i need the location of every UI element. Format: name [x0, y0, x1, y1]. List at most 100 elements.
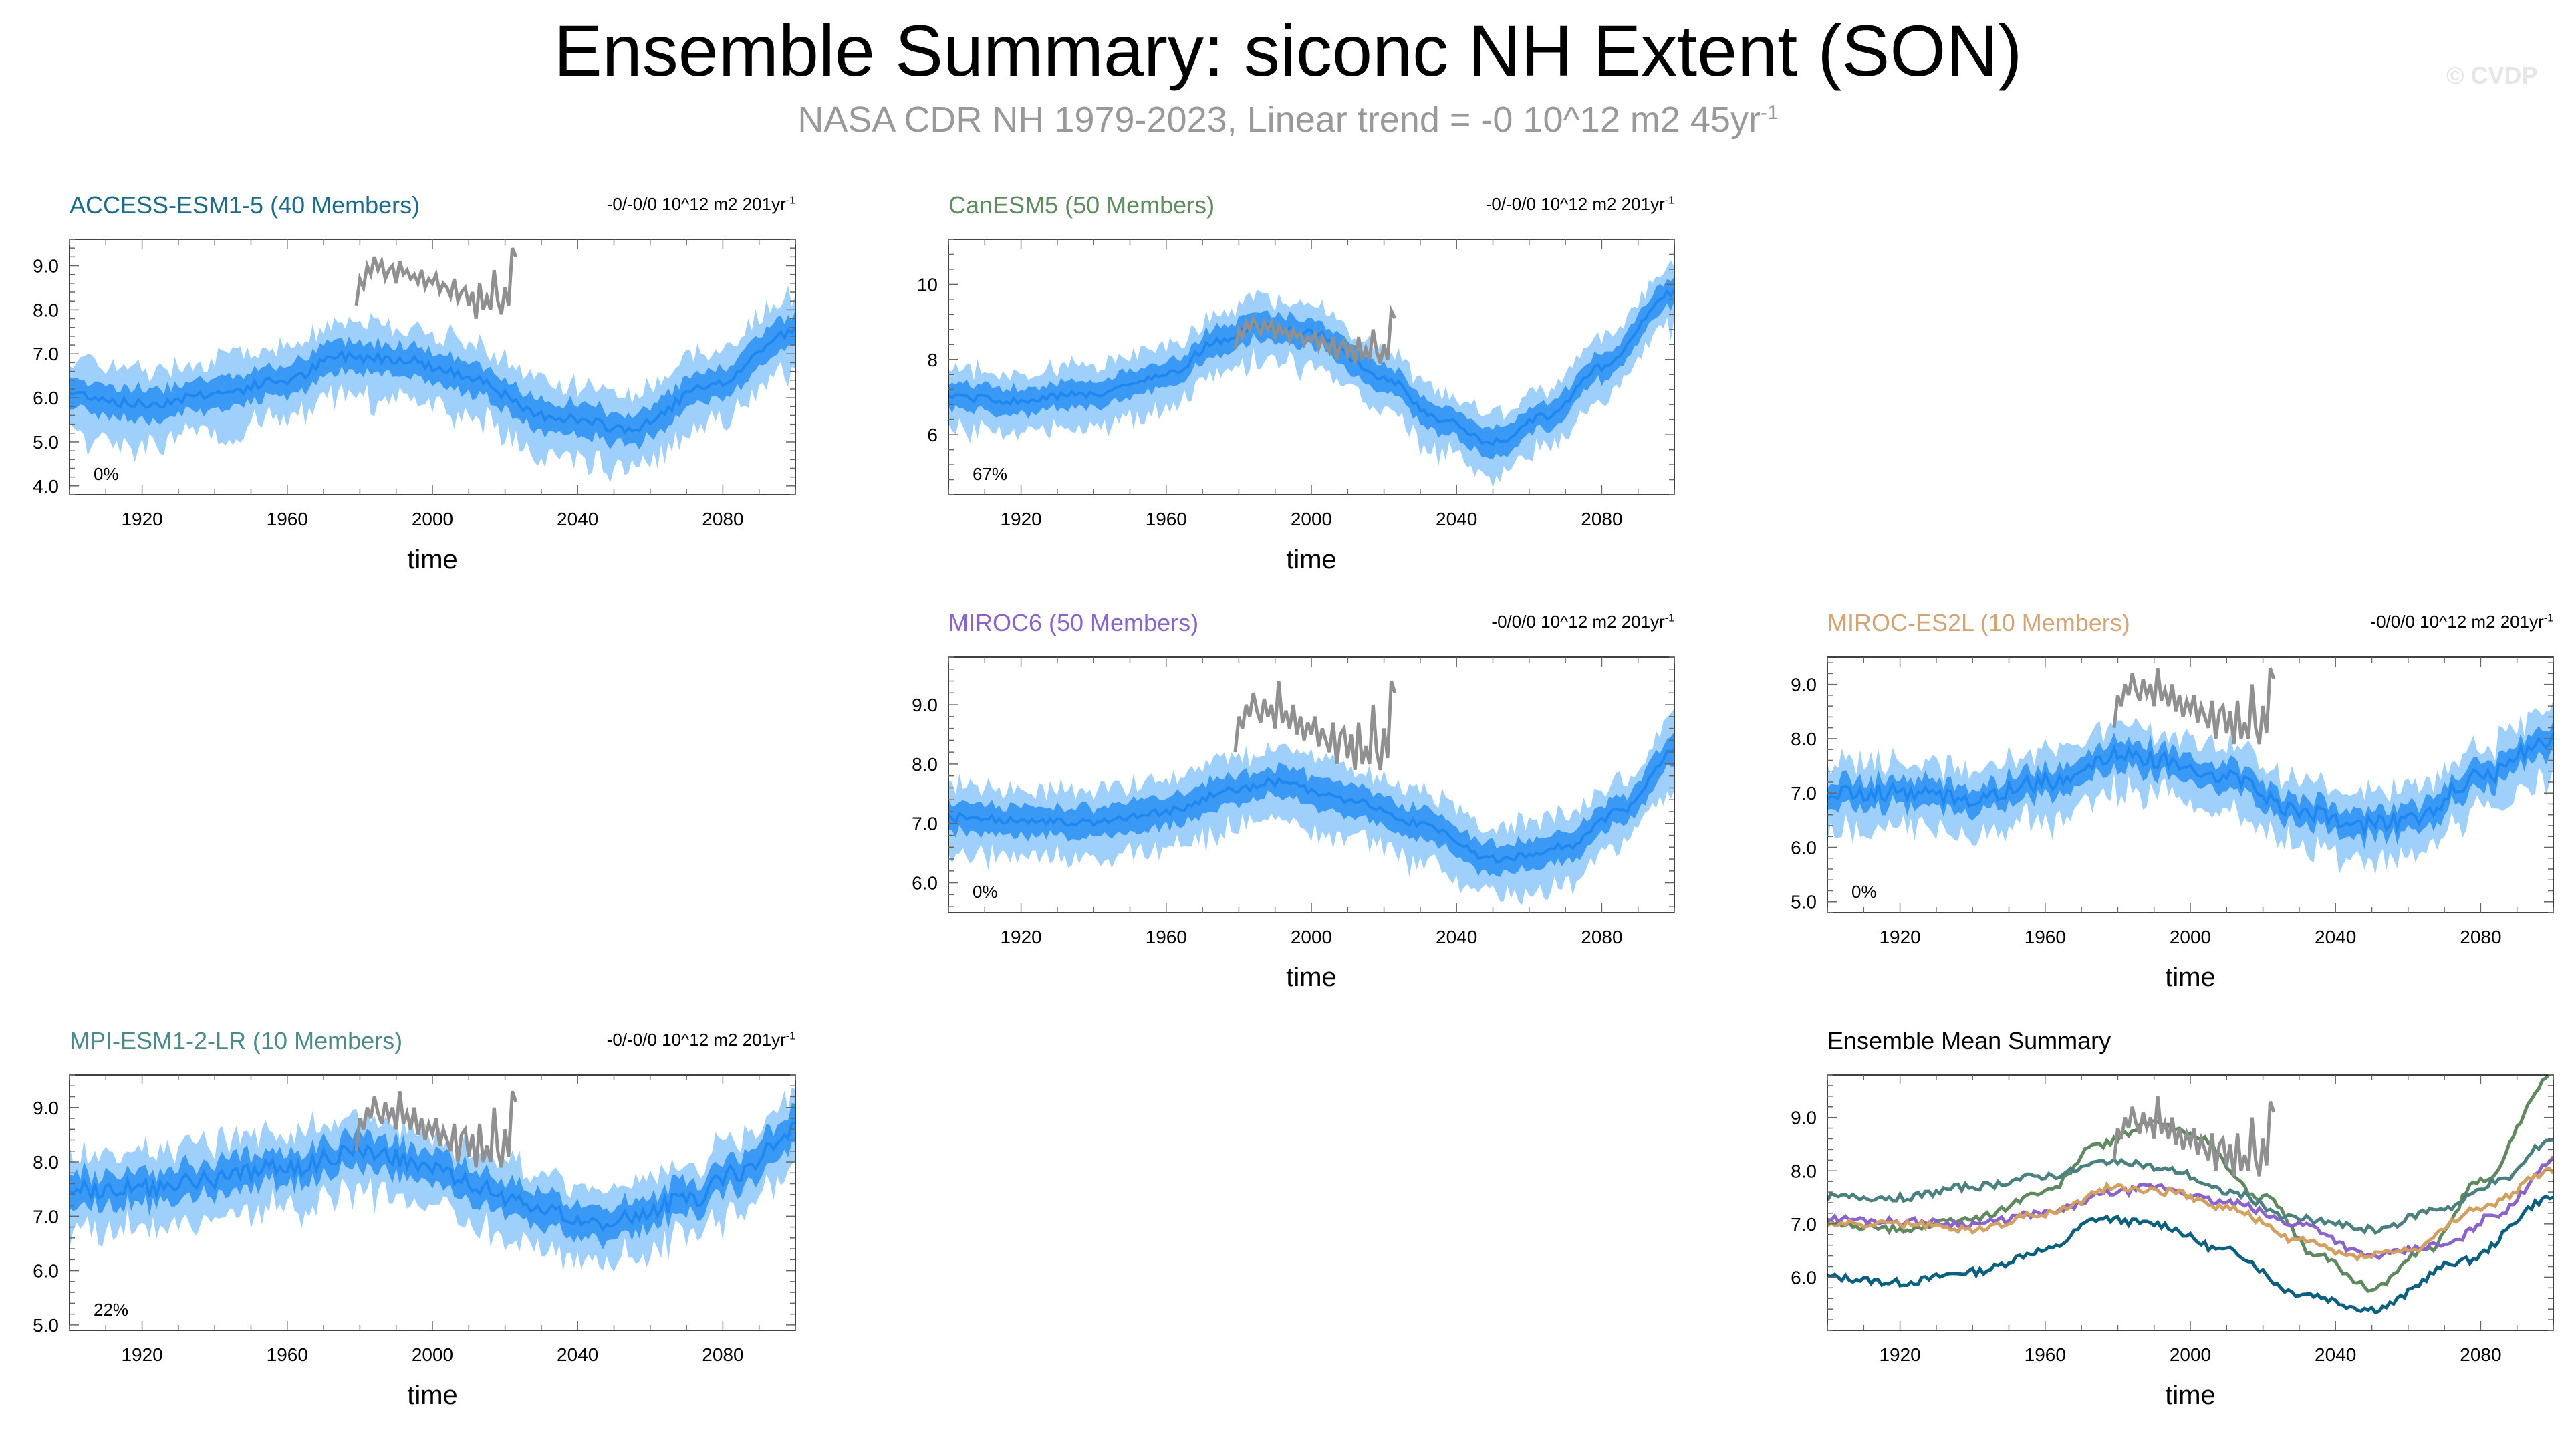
trend-label-text: -0/-0/0 10^12 m2 201yr [606, 1030, 786, 1050]
x-axis-label: time [1286, 545, 1337, 574]
ensemble-interquartile-band [70, 1102, 795, 1250]
trend-label-superscript: -1 [785, 1030, 795, 1042]
x-axis-label: time [2165, 1380, 2216, 1410]
panel-miroc-es2l: MIROC-ES2L (10 Members) -0/0/0 10^12 m2 2… [1758, 598, 2573, 1026]
series-line-mpi-esm1-2-lr [1827, 1138, 2553, 1235]
ensemble-interquartile-band [948, 731, 1674, 877]
x-tick-label: 2080 [702, 1344, 743, 1365]
y-tick-label: 8.0 [33, 299, 59, 320]
panel-miroc6: MIROC6 (50 Members) -0/0/0 10^12 m2 201yr… [879, 598, 1694, 1026]
y-tick-label: 4.0 [33, 476, 59, 497]
x-tick-label: 2040 [557, 509, 598, 529]
chart-svg: 1920 1960 2000 2040 2080 time 5.0 6.0 7.0 8.0 9.0 0… [1791, 656, 2554, 992]
x-axis-label: time [1286, 963, 1337, 992]
y-tick-label: 7.0 [1791, 783, 1817, 804]
x-tick-label: 2000 [412, 1344, 453, 1365]
y-tick-label: 8.0 [912, 754, 938, 775]
page-title: Ensemble Summary: siconc NH Extent (SON) [553, 10, 2023, 91]
y-tick-label: 8.0 [1791, 1161, 1817, 1181]
percent-label: 0% [973, 882, 998, 902]
y-tick-label: 6.0 [1791, 1267, 1817, 1288]
x-tick-label: 1920 [121, 1344, 162, 1365]
y-tick-label: 7.0 [1791, 1214, 1817, 1235]
plot-area [70, 247, 795, 483]
x-tick-label: 2000 [2170, 1344, 2211, 1365]
x-tick-label: 2000 [1291, 927, 1332, 947]
y-tick-label: 7.0 [33, 1206, 59, 1227]
y-tick-label: 6.0 [33, 1261, 59, 1282]
x-tick-label: 1960 [267, 1344, 308, 1365]
y-tick-label: 6 [927, 425, 938, 445]
trend-label: -0/-0/0 10^12 m2 201yr-1 [607, 194, 795, 215]
trend-label-text: -0/0/0 10^12 m2 201yr [2370, 612, 2544, 632]
chart-svg: 1920 1960 2000 2040 2080 time 6 8 10 67% [917, 239, 1675, 574]
panel-title: ACCESS-ESM1-5 (40 Members) [70, 191, 420, 219]
subtitle-superscript: -1 [1760, 102, 1779, 124]
plot-area [948, 680, 1674, 905]
x-tick-label: 2080 [2460, 1344, 2501, 1365]
x-tick-label: 2080 [1581, 927, 1622, 947]
series-line-miroc-es2l [1827, 1167, 2553, 1262]
y-tick-label: 8 [927, 350, 938, 370]
plot-area [70, 1088, 795, 1272]
trend-label: -0/0/0 10^12 m2 201yr-1 [2370, 612, 2553, 632]
series-line-miroc6 [1827, 1155, 2553, 1261]
x-tick-label: 1920 [121, 509, 162, 529]
panel-canesm5: CanESM5 (50 Members) -0/-0/0 10^12 m2 201… [879, 180, 1694, 608]
x-tick-label: 1920 [1000, 927, 1041, 947]
y-tick-label: 5.0 [33, 432, 59, 453]
series-line-canesm5 [1827, 1075, 2551, 1293]
x-tick-label: 2000 [412, 509, 453, 529]
observations-line [354, 1090, 518, 1168]
panel-mpi: MPI-ESM1-2-LR (10 Members) -0/-0/0 10^12 … [0, 1016, 815, 1444]
ensemble-interquartile-band [1827, 720, 2553, 850]
subtitle-text: NASA CDR NH 1979-2023, Linear trend = -0… [797, 100, 1761, 140]
x-tick-label: 2040 [1436, 927, 1477, 947]
ensemble-mean-line [948, 288, 1674, 447]
ensemble-mean-line [70, 1121, 795, 1233]
x-tick-label: 1920 [1000, 509, 1041, 529]
observations-line [2112, 1096, 2276, 1177]
plot-area [948, 260, 1674, 488]
y-tick-label: 9.0 [33, 1098, 59, 1118]
y-tick-label: 8.0 [33, 1152, 59, 1173]
series-line-access-esm1-5 [1827, 1194, 2553, 1315]
percent-label: 0% [94, 464, 119, 484]
trend-label-text: -0/-0/0 10^12 m2 201yr [606, 194, 786, 214]
x-tick-label: 2080 [1581, 509, 1622, 529]
y-tick-label: 7.0 [33, 344, 59, 364]
x-tick-label: 2040 [1436, 509, 1477, 529]
y-tick-label: 6.0 [912, 873, 938, 894]
trend-label: -0/-0/0 10^12 m2 201yr-1 [1486, 194, 1674, 215]
x-tick-label: 1960 [267, 509, 308, 529]
trend-label: -0/0/0 10^12 m2 201yr-1 [1491, 612, 1674, 632]
chart-svg: 1920 1960 2000 2040 2080 time 6.0 7.0 8.0 9.0 0% [912, 656, 1675, 992]
panel-title: MIROC-ES2L (10 Members) [1827, 609, 2130, 636]
x-tick-label: 2080 [2460, 927, 2501, 947]
plot-area [1827, 667, 2553, 874]
x-tick-label: 2080 [702, 509, 743, 529]
chart-svg: 1920 1960 2000 2040 2080 time 6.0 7.0 8.0 9.0 [1791, 1074, 2554, 1410]
panel-title: MIROC6 (50 Members) [948, 609, 1199, 636]
y-tick-label: 8.0 [1791, 729, 1817, 749]
plot-area [1827, 1075, 2553, 1315]
observations-line [354, 247, 518, 319]
plot-frame [1827, 1074, 2554, 1331]
ensemble-mean-line [1827, 732, 2553, 839]
cvdp-watermark: © CVDP [2446, 62, 2538, 89]
ensemble-interquartile-band [70, 310, 795, 450]
y-tick-label: 9.0 [1791, 675, 1817, 695]
x-axis-label: time [2165, 963, 2216, 992]
percent-label: 22% [94, 1300, 128, 1320]
ensemble-mean-line [70, 327, 795, 435]
panel-summary: Ensemble Mean Summary 1920 1960 2000 2040 208… [1758, 1016, 2573, 1444]
x-tick-label: 1960 [2025, 1344, 2066, 1365]
x-tick-label: 1920 [1879, 1344, 1920, 1365]
ensemble-range-band [948, 260, 1674, 488]
x-axis-label: time [407, 1380, 458, 1410]
panel-title: Ensemble Mean Summary [1827, 1027, 2111, 1054]
x-tick-label: 2040 [2315, 1344, 2356, 1365]
observations-line [2112, 667, 2276, 745]
x-tick-label: 1960 [1146, 927, 1187, 947]
x-tick-label: 2000 [2170, 927, 2211, 947]
